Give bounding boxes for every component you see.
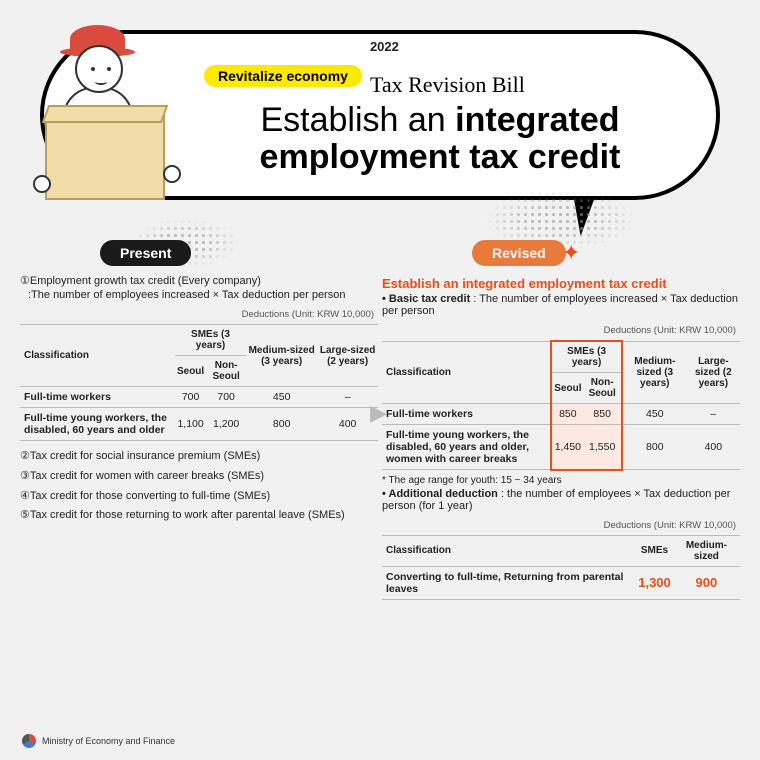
row-young: Full-time young workers, the disabled, 6… bbox=[20, 408, 175, 441]
col-nonseoul: Non-Seoul bbox=[583, 373, 621, 404]
credit-item: ⑤Tax credit for those returning to work … bbox=[20, 506, 378, 526]
burst-icon: ✦ bbox=[562, 240, 580, 266]
col-smes: SMEs bbox=[636, 535, 673, 566]
note-youth: * The age range for youth: 15 ~ 34 years bbox=[382, 475, 740, 486]
revised-column: Revised ✦ Establish an integrated employ… bbox=[382, 240, 740, 604]
additional-deduction-label: • Additional deduction bbox=[382, 488, 498, 500]
row-young: Full-time young workers, the disabled, 6… bbox=[382, 425, 551, 470]
col-classification: Classification bbox=[20, 325, 175, 387]
col-classification: Classification bbox=[382, 535, 636, 566]
row-fulltime: Full-time workers bbox=[382, 404, 551, 425]
row-fulltime: Full-time workers bbox=[20, 387, 175, 408]
revised-table-basic: Deductions (Unit: KRW 10,000) Classifica… bbox=[382, 321, 740, 471]
col-seoul: Seoul bbox=[175, 356, 206, 387]
credit-item: ④Tax credit for those converting to full… bbox=[20, 487, 378, 507]
present-pill: Present bbox=[100, 240, 191, 266]
basic-credit-label: • Basic tax credit bbox=[382, 293, 470, 305]
deduct-unit-label: Deductions (Unit: KRW 10,000) bbox=[382, 321, 740, 341]
col-large: Large-sized (2 years) bbox=[317, 325, 378, 387]
col-seoul: Seoul bbox=[551, 373, 583, 404]
present-table: Deductions (Unit: KRW 10,000) Classifica… bbox=[20, 305, 378, 441]
col-nonseoul: Non-Seoul bbox=[206, 356, 246, 387]
col-smes: SMEs (3 years) bbox=[551, 341, 622, 373]
present-item1-desc: :The number of employees increased × Tax… bbox=[20, 289, 378, 301]
revised-section-title: Establish an integrated employment tax c… bbox=[382, 276, 740, 291]
col-medium: Medium-sized (3 years) bbox=[246, 325, 317, 387]
revised-pill: Revised bbox=[472, 240, 566, 266]
col-classification: Classification bbox=[382, 341, 551, 404]
worker-illustration bbox=[15, 15, 170, 215]
main-title: Establish an integrated employment tax c… bbox=[204, 102, 676, 177]
credit-item: ③Tax credit for women with career breaks… bbox=[20, 467, 378, 487]
credit-item: ②Tax credit for social insurance premium… bbox=[20, 447, 378, 467]
tag-bill: Tax Revision Bill bbox=[370, 72, 525, 97]
row-converting: Converting to full-time, Returning from … bbox=[382, 566, 636, 599]
present-credits-list: ②Tax credit for social insurance premium… bbox=[20, 447, 378, 526]
tag-revitalize: Revitalize economy bbox=[204, 65, 362, 87]
col-medium: Medium-sized (3 years) bbox=[622, 341, 687, 404]
deduct-unit-label: Deductions (Unit: KRW 10,000) bbox=[20, 305, 378, 325]
col-large: Large-sized (2 years) bbox=[687, 341, 740, 404]
ministry-logo-icon bbox=[22, 734, 36, 748]
tag-year: 2022 bbox=[370, 39, 399, 54]
col-medium: Medium-sized bbox=[673, 535, 740, 566]
deduct-unit-label: Deductions (Unit: KRW 10,000) bbox=[382, 516, 740, 536]
ministry-label: Ministry of Economy and Finance bbox=[42, 736, 175, 746]
footer: Ministry of Economy and Finance bbox=[22, 734, 175, 748]
col-smes: SMEs (3 years) bbox=[175, 325, 246, 356]
present-item1-title: ①Employment growth tax credit (Every com… bbox=[20, 274, 378, 287]
present-column: Present ①Employment growth tax credit (E… bbox=[20, 240, 378, 604]
revised-table-additional: Deductions (Unit: KRW 10,000) Classifica… bbox=[382, 516, 740, 600]
